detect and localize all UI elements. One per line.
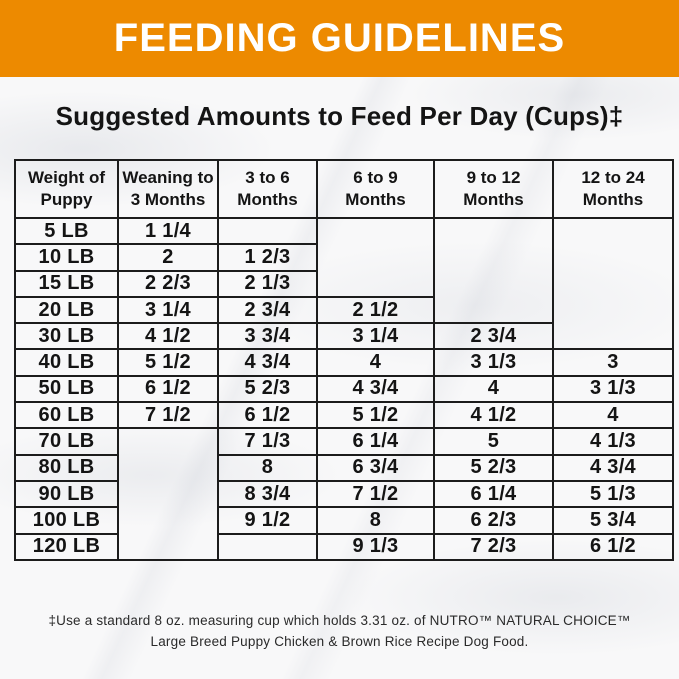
amount-cell: 4 bbox=[433, 374, 554, 404]
amount-cell: 2 3/4 bbox=[433, 322, 554, 351]
weight-cell: 60 LB bbox=[14, 401, 119, 430]
table-row: 50 LB 6 1/2 5 2/3 4 3/4 4 3 1/3 bbox=[14, 374, 674, 404]
table-row: 80 LB 8 6 3/4 5 2/3 4 3/4 bbox=[14, 453, 674, 482]
amount-cell: 3 1/3 bbox=[433, 348, 554, 377]
table-row: 15 LB 2 2/3 2 1/3 bbox=[14, 269, 673, 298]
amount-cell: 4 1/2 bbox=[433, 401, 554, 430]
amount-cell: 7 2/3 bbox=[433, 532, 554, 561]
header-row: Weight of Puppy Weaning to 3 Months 3 to… bbox=[14, 159, 674, 219]
column-header-weaning: Weaning to 3 Months bbox=[117, 159, 219, 219]
header-banner: FEEDING GUIDELINES bbox=[0, 0, 679, 77]
column-header-weight: Weight of Puppy bbox=[14, 159, 119, 219]
amount-cell: 5 2/3 bbox=[433, 453, 554, 482]
weight-cell: 70 LB bbox=[14, 427, 119, 456]
amount-cell: 7 1/3 bbox=[217, 427, 318, 456]
weight-cell: 80 LB bbox=[14, 453, 119, 482]
amount-cell: 8 bbox=[217, 453, 318, 482]
amount-cell: 3 1/3 bbox=[552, 374, 674, 404]
column-header-3to6: 3 to 6 Months bbox=[217, 159, 318, 219]
table-row: 90 LB 8 3/4 7 1/2 6 1/4 5 1/3 bbox=[14, 479, 674, 509]
amount-cell: 8 bbox=[316, 506, 435, 535]
table-row: 30 LB 4 1/2 3 3/4 3 1/4 2 3/4 bbox=[14, 322, 673, 351]
amount-cell: 2 1/2 bbox=[316, 295, 435, 325]
amount-cell: 1 1/4 bbox=[117, 216, 219, 246]
weight-cell: 15 LB bbox=[14, 269, 119, 298]
amount-cell: 4 3/4 bbox=[552, 453, 674, 482]
table-row: 40 LB 5 1/2 4 3/4 4 3 1/3 3 bbox=[14, 348, 674, 377]
footnote: ‡Use a standard 8 oz. measuring cup whic… bbox=[0, 610, 679, 652]
footnote-line-1: ‡Use a standard 8 oz. measuring cup whic… bbox=[48, 613, 631, 628]
amount-cell: 2 bbox=[117, 243, 219, 272]
column-header-12to24: 12 to 24 Months bbox=[552, 159, 674, 219]
amount-cell: 5 1/3 bbox=[552, 479, 674, 509]
amount-cell: 3 3/4 bbox=[217, 322, 318, 351]
amount-cell: 9 1/2 bbox=[217, 506, 318, 535]
amount-cell: 5 bbox=[433, 427, 554, 456]
weight-cell: 90 LB bbox=[14, 479, 119, 509]
table-header: Weight of Puppy Weaning to 3 Months 3 to… bbox=[14, 159, 674, 219]
table-subtitle: Suggested Amounts to Feed Per Day (Cups)… bbox=[55, 101, 624, 131]
amount-cell: 3 bbox=[552, 348, 674, 377]
weight-cell: 20 LB bbox=[14, 295, 119, 325]
amount-cell: 6 1/4 bbox=[433, 479, 554, 509]
empty-cell bbox=[217, 532, 318, 561]
amount-cell: 5 1/2 bbox=[117, 348, 219, 377]
column-header-9to12: 9 to 12 Months bbox=[433, 159, 554, 219]
amount-cell: 2 1/3 bbox=[217, 269, 318, 298]
amount-cell: 2 2/3 bbox=[117, 269, 219, 298]
table-row: 120 LB 9 1/3 7 2/3 6 1/2 bbox=[14, 532, 674, 561]
weight-cell: 100 LB bbox=[14, 506, 119, 535]
merged-empty-cell bbox=[316, 217, 435, 298]
weight-cell: 50 LB bbox=[14, 374, 119, 404]
amount-cell: 8 3/4 bbox=[217, 479, 318, 509]
table-row: 60 LB 7 1/2 6 1/2 5 1/2 4 1/2 4 bbox=[14, 401, 674, 430]
amount-cell: 1 2/3 bbox=[217, 243, 318, 272]
amount-cell: 7 1/2 bbox=[316, 479, 435, 509]
empty-cell bbox=[217, 216, 318, 246]
amount-cell: 7 1/2 bbox=[117, 401, 219, 430]
amount-cell: 5 1/2 bbox=[316, 401, 435, 430]
amount-cell: 5 3/4 bbox=[552, 506, 674, 535]
merged-empty-cell bbox=[117, 427, 219, 561]
weight-cell: 120 LB bbox=[14, 532, 119, 561]
amount-cell: 3 1/4 bbox=[316, 322, 435, 351]
amount-cell: 5 2/3 bbox=[217, 374, 318, 404]
amount-cell: 4 bbox=[552, 401, 674, 430]
amount-cell: 6 1/2 bbox=[552, 532, 674, 561]
table-row: 100 LB 9 1/2 8 6 2/3 5 3/4 bbox=[14, 506, 674, 535]
page-title: FEEDING GUIDELINES bbox=[113, 16, 566, 60]
table-row: 5 LB 1 1/4 bbox=[14, 216, 674, 351]
weight-cell: 40 LB bbox=[14, 348, 119, 377]
table-row: 20 LB 3 1/4 2 3/4 2 1/2 bbox=[14, 295, 673, 325]
amount-cell: 6 3/4 bbox=[316, 453, 435, 482]
feeding-guidelines-table: Weight of Puppy Weaning to 3 Months 3 to… bbox=[14, 159, 674, 561]
amount-cell: 4 3/4 bbox=[316, 374, 435, 404]
amount-cell: 6 1/4 bbox=[316, 427, 435, 456]
amount-cell: 6 1/2 bbox=[117, 374, 219, 404]
amount-cell: 3 1/4 bbox=[117, 295, 219, 325]
weight-cell: 10 LB bbox=[14, 243, 119, 272]
table-body: 5 LB 1 1/4 10 LB 2 1 2/3 15 LB 2 2/3 2 1/3 20 LB… bbox=[14, 216, 674, 561]
amount-cell: 6 1/2 bbox=[217, 401, 318, 430]
amount-cell: 4 1/2 bbox=[117, 322, 219, 351]
amount-cell: 6 2/3 bbox=[433, 506, 554, 535]
merged-empty-cell bbox=[552, 216, 674, 351]
amount-cell: 4 1/3 bbox=[552, 427, 674, 456]
amount-cell: 2 3/4 bbox=[217, 295, 318, 325]
weight-cell: 5 LB bbox=[14, 216, 119, 246]
footnote-line-2: Large Breed Puppy Chicken & Brown Rice R… bbox=[150, 634, 529, 649]
table-row: 70 LB 7 1/3 6 1/4 5 4 1/3 bbox=[14, 427, 674, 561]
merged-empty-cell bbox=[433, 216, 554, 325]
column-header-6to9: 6 to 9 Months bbox=[316, 159, 435, 219]
amount-cell: 9 1/3 bbox=[316, 532, 435, 561]
table-row: 10 LB 2 1 2/3 bbox=[14, 243, 673, 272]
amount-cell: 4 3/4 bbox=[217, 348, 318, 377]
weight-cell: 30 LB bbox=[14, 322, 119, 351]
amount-cell: 4 bbox=[316, 348, 435, 377]
